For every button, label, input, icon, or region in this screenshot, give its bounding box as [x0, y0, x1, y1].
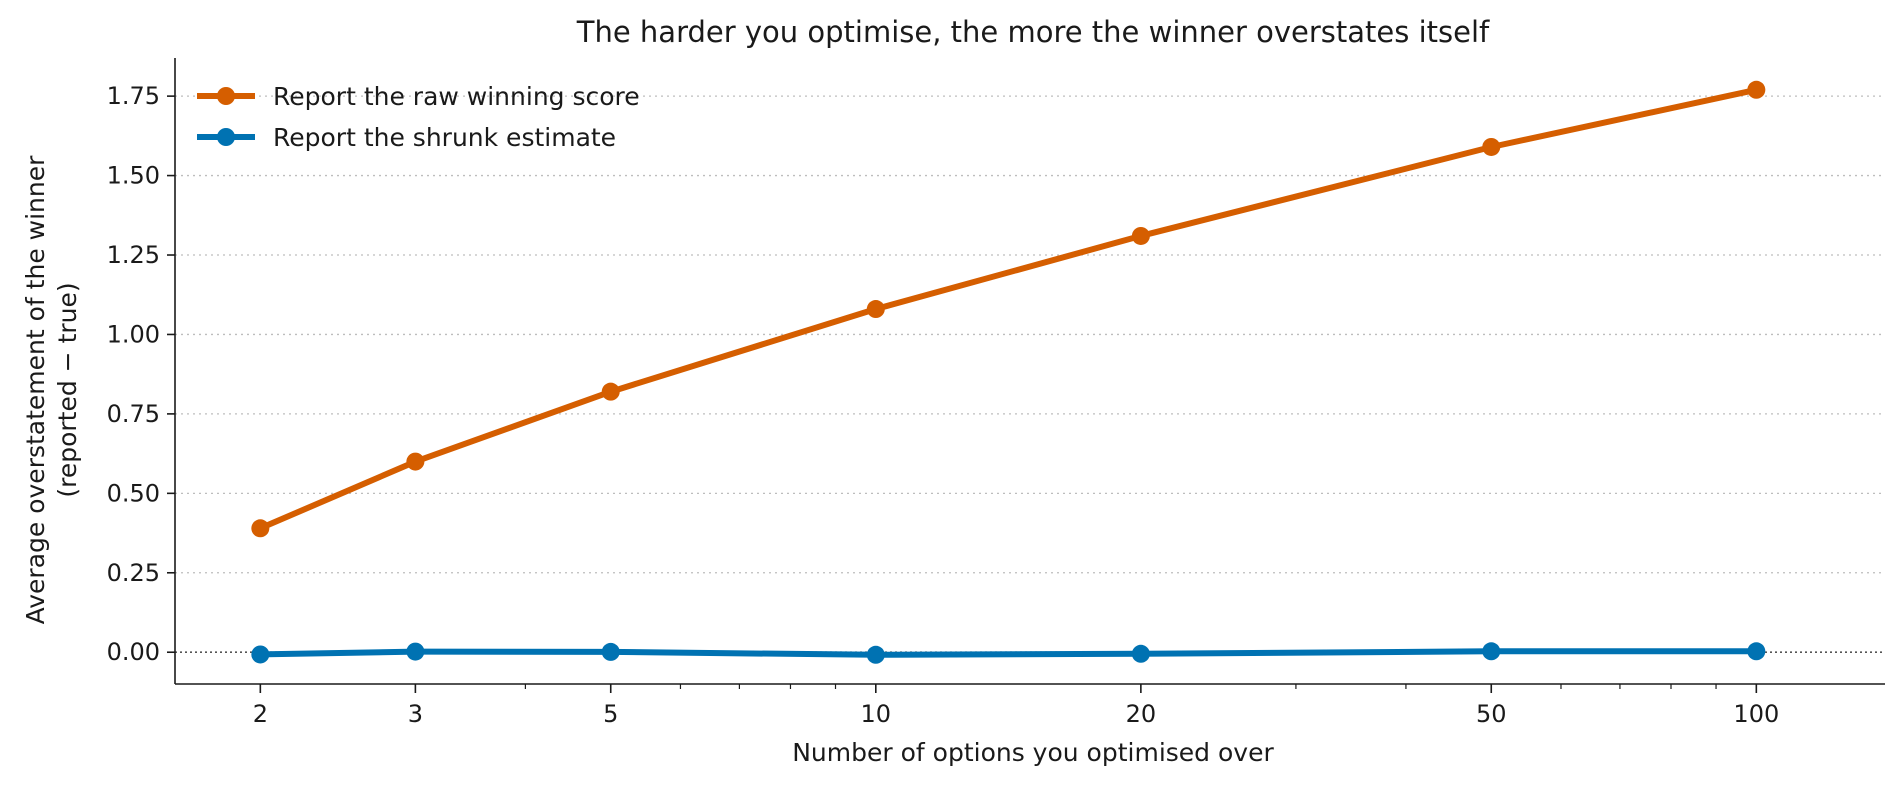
y-axis-label-secondary: (reported − true) — [53, 282, 82, 497]
series-line-1 — [257, 648, 1760, 658]
legend-marker-raw — [217, 87, 235, 105]
data-point-series-0 — [251, 519, 270, 538]
data-point-series-0 — [1131, 226, 1150, 245]
y-tick-label: 1.75 — [107, 82, 160, 110]
x-tick-label: 100 — [1733, 700, 1779, 728]
series-layer — [251, 80, 1766, 664]
x-tick-label: 5 — [603, 700, 618, 728]
data-point-series-1 — [406, 642, 425, 661]
chart-title: The harder you optimise, the more the wi… — [576, 15, 1490, 49]
data-point-series-0 — [406, 452, 425, 471]
legend-label-raw: Report the raw winning score — [273, 82, 640, 111]
ticks: 0.00 0.25 0.50 0.75 1.00 1.25 1.50 1.75 2 3 5 10 20 5… — [107, 82, 1780, 728]
axes — [174, 58, 1885, 685]
data-point-series-1 — [1131, 644, 1150, 663]
x-tick-label: 50 — [1476, 700, 1507, 728]
data-point-series-1 — [251, 645, 270, 664]
x-axis-label: Number of options you optimised over — [792, 738, 1274, 767]
y-tick-label: 0.50 — [107, 479, 160, 507]
y-axis-label: Average overstatement of the winner — [21, 155, 50, 624]
x-tick-label: 3 — [408, 700, 423, 728]
legend-marker-shrunk — [217, 128, 235, 146]
data-point-series-1 — [1747, 642, 1766, 661]
x-tick-label: 20 — [1126, 700, 1157, 728]
x-tick-label: 10 — [861, 700, 892, 728]
y-tick-label: 1.25 — [107, 241, 160, 269]
data-point-series-1 — [866, 645, 885, 664]
grid-lines — [175, 95, 1885, 574]
legend: Report the raw winning score Report the … — [197, 82, 640, 152]
x-tick-label: 2 — [253, 700, 268, 728]
y-tick-label: 1.00 — [107, 320, 160, 348]
data-point-series-0 — [1747, 80, 1766, 99]
legend-entry-raw: Report the raw winning score — [197, 82, 640, 111]
data-point-series-0 — [1482, 137, 1501, 156]
data-point-series-1 — [601, 642, 620, 661]
y-tick-label: 0.25 — [107, 559, 160, 587]
y-tick-label: 0.00 — [107, 638, 160, 666]
legend-entry-shrunk: Report the shrunk estimate — [197, 123, 616, 152]
y-tick-label: 1.50 — [107, 162, 160, 190]
data-point-series-1 — [1482, 642, 1501, 661]
data-point-series-0 — [601, 382, 620, 401]
series-line-0 — [257, 86, 1760, 532]
y-tick-label: 0.75 — [107, 400, 160, 428]
data-point-series-0 — [866, 300, 885, 319]
legend-label-shrunk: Report the shrunk estimate — [273, 123, 616, 152]
